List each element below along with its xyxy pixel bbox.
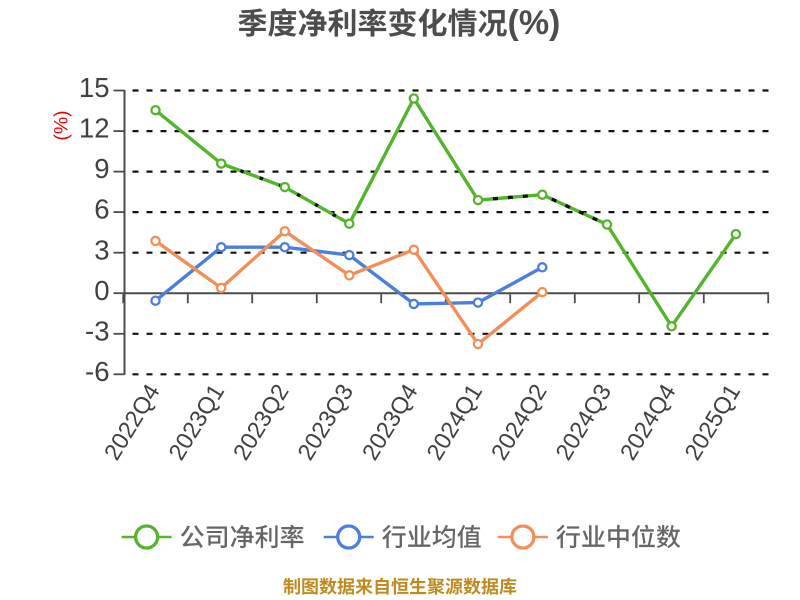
svg-text:3: 3 — [94, 234, 109, 265]
svg-text:9: 9 — [94, 153, 109, 184]
svg-text:12: 12 — [79, 113, 110, 144]
svg-text:(%): (%) — [51, 110, 73, 140]
svg-text:-6: -6 — [85, 356, 109, 387]
svg-text:(%): (%) — [508, 4, 561, 42]
svg-text:-3: -3 — [85, 315, 109, 346]
svg-text:0: 0 — [94, 275, 109, 306]
svg-text:6: 6 — [94, 194, 109, 225]
svg-text:15: 15 — [79, 72, 110, 103]
